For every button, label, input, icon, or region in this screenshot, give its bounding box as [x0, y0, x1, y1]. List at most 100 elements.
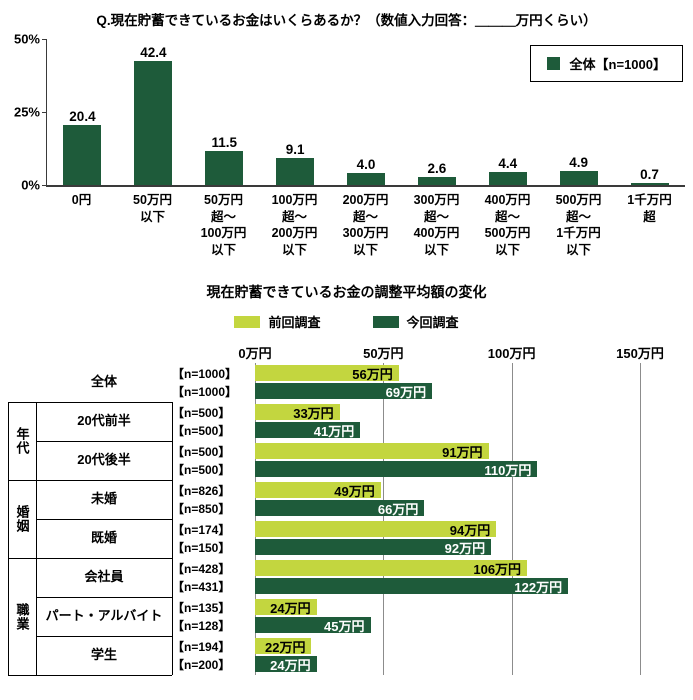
- top-chart-plot-area: 50% 25% 0% 全体【n=1000】 20.4 42.4 11.5 9.1 4.0 2.…: [14, 32, 685, 193]
- bar: 56万円: [255, 365, 399, 382]
- n-label: 【n=194】: [172, 640, 231, 654]
- bottom-chart-legend: 前回調査 今回調査: [0, 312, 693, 331]
- bar: 91万円: [255, 443, 489, 460]
- bar: [347, 173, 385, 185]
- bar-slot: 0.7: [614, 39, 685, 185]
- category-label: パート・アルバイト: [45, 608, 163, 624]
- bottom-bar-chart-section: 現在貯蓄できているお金の調整平均額の変化 前回調査 今回調査 0万円 50万円 100…: [0, 282, 693, 676]
- bar: 69万円: [255, 383, 433, 400]
- bar-row: 【n=428】 106万円: [172, 560, 693, 578]
- bar-pair: 【n=1000】 56万円 【n=1000】 69万円: [172, 363, 693, 402]
- category-label: 50万円 以下: [133, 193, 172, 224]
- bar-value-label: 4.0: [356, 157, 376, 173]
- category-label: 学生: [90, 647, 117, 663]
- bar-row: 【n=174】 94万円: [172, 521, 693, 539]
- bar-row: 【n=194】 22万円: [172, 638, 693, 656]
- bar: [276, 158, 315, 185]
- bar-row: 【n=850】 66万円: [172, 500, 693, 518]
- group-label: 年代: [14, 427, 30, 455]
- category-label: 300万円 超～ 400万円 以下: [413, 193, 460, 257]
- bar-value-label: 9.1: [285, 142, 305, 158]
- bar-row: 【n=128】 45万円: [172, 617, 693, 635]
- legend-swatch-icon: [372, 315, 399, 328]
- legend-label: 今回調査: [406, 315, 459, 330]
- n-label: 【n=500】: [172, 463, 231, 477]
- bar-slot: 42.4: [118, 39, 189, 185]
- bar-track: 45万円: [255, 617, 693, 634]
- rows-grid: 年代 婚姻 職業 全体 【n=1000】 56万円 【n=1000】 69万円 20代前半 【n=…: [0, 363, 693, 675]
- bar-track: 24万円: [255, 599, 693, 616]
- category-label: 0円: [71, 193, 92, 207]
- bars-container: 20.4 42.4 11.5 9.1 4.0 2.6 4.4 4.9 0.7: [47, 39, 685, 185]
- bar: [559, 170, 598, 185]
- bar-pair: 【n=826】 49万円【n=850】 66万円: [172, 480, 693, 519]
- bar-row: 【n=1000】 69万円: [172, 383, 693, 401]
- top-chart-title: Q.現在貯蓄できているお金はいくらあるか？（数値入力回答：＿＿＿万円くらい）: [96, 13, 597, 28]
- bar: 122万円: [255, 578, 569, 595]
- table-line-horizontal: [36, 636, 172, 637]
- bar-track: 24万円: [255, 656, 693, 673]
- y-tick-mark: [42, 38, 47, 40]
- bar: [417, 177, 456, 185]
- table-line-horizontal: [8, 675, 172, 676]
- category-label: 20代前半: [77, 413, 131, 429]
- category-label: 100万円 超～ 200万円 以下: [271, 193, 318, 257]
- bar: 66万円: [255, 500, 425, 517]
- n-label: 【n=1000】: [172, 367, 238, 381]
- bar: 106万円: [255, 560, 528, 577]
- bar-track: 33万円: [255, 404, 693, 421]
- bar-row: 【n=1000】 56万円: [172, 365, 693, 383]
- n-label: 【n=500】: [172, 445, 231, 459]
- n-label: 【n=428】: [172, 562, 231, 576]
- bar-pair: 【n=174】 94万円【n=150】 92万円: [172, 519, 693, 558]
- x-tick-label: 0万円: [238, 346, 272, 361]
- category-label: 1千万円 超: [627, 193, 672, 224]
- n-label: 【n=135】: [172, 601, 231, 615]
- bar-row: 【n=200】 24万円: [172, 656, 693, 674]
- legend-item: 今回調査: [372, 312, 459, 331]
- n-label: 【n=150】: [172, 541, 231, 555]
- bar-track: 41万円: [255, 422, 693, 439]
- n-label: 【n=128】: [172, 619, 231, 633]
- bar: [63, 125, 102, 185]
- bar-row: 【n=500】 41万円: [172, 422, 693, 440]
- category-label: 50万円 超～ 100万円 以下: [200, 193, 247, 257]
- x-tick-label: 150万円: [616, 346, 664, 361]
- bar-slot: 2.6: [401, 39, 472, 185]
- n-label: 【n=500】: [172, 406, 231, 420]
- bar: 49万円: [255, 482, 381, 499]
- bar-value-label: 20.4: [69, 109, 96, 125]
- bar-track: 22万円: [255, 638, 693, 655]
- bar-slot: 4.0: [331, 39, 402, 185]
- table-line-horizontal: [36, 441, 172, 442]
- group-label: 婚姻: [14, 505, 30, 533]
- bar: 24万円: [255, 599, 317, 616]
- bar: [630, 182, 669, 185]
- bar-track: 56万円: [255, 365, 693, 382]
- table-line-vertical: [172, 402, 173, 675]
- bar-row: 【n=431】 122万円: [172, 578, 693, 596]
- legend-swatch-icon: [546, 57, 560, 70]
- y-tick-mark: [42, 111, 47, 113]
- bar: 92万円: [255, 539, 492, 556]
- n-label: 【n=826】: [172, 484, 231, 498]
- n-label: 【n=850】: [172, 502, 231, 516]
- bar-row: 【n=150】 92万円: [172, 539, 693, 557]
- legend-item: 前回調査: [234, 312, 321, 331]
- table-line-horizontal: [36, 597, 172, 598]
- category-label: 20代後半: [77, 452, 131, 468]
- bar-value-label: 42.4: [140, 45, 167, 61]
- bar-row: 【n=500】 33万円: [172, 404, 693, 422]
- bar-pair: 【n=500】 33万円 【n=500】 41万円: [172, 402, 693, 441]
- bar-track: 92万円: [255, 539, 693, 556]
- y-tick-mark: [42, 184, 47, 186]
- y-tick-label: 50%: [13, 31, 40, 47]
- bar: 110万円: [255, 461, 538, 478]
- bar-value-label: 4.9: [569, 154, 589, 170]
- bar-slot: 20.4: [47, 39, 118, 185]
- bar-row: 【n=135】 24万円: [172, 599, 693, 617]
- y-tick-label: 25%: [13, 104, 40, 120]
- legend-label: 全体【n=1000】: [569, 57, 666, 72]
- bar: 22万円: [255, 638, 312, 655]
